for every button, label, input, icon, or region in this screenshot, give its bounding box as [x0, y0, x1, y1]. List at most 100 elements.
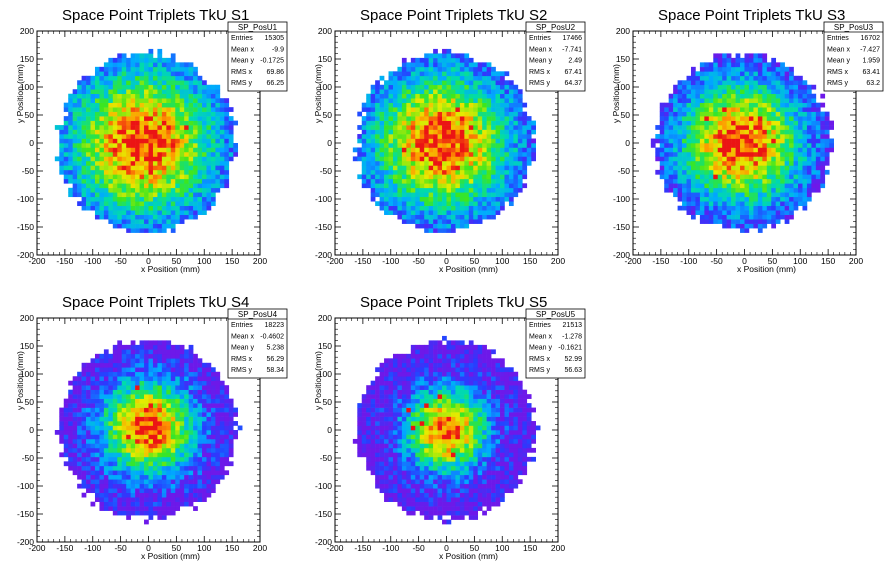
- heatmap-bin: [717, 160, 723, 166]
- heatmap-bin: [126, 367, 131, 373]
- heatmap-bin: [459, 89, 465, 95]
- heatmap-bin: [793, 134, 799, 139]
- heatmap-bin: [179, 156, 185, 162]
- heatmap-bin: [130, 223, 136, 229]
- heatmap-bin: [117, 456, 123, 462]
- heatmap-bin: [780, 107, 785, 112]
- heatmap-bin: [708, 214, 714, 220]
- heatmap-bin: [206, 98, 212, 103]
- heatmap-bin: [762, 98, 768, 103]
- x-tick-label: 100: [197, 256, 211, 266]
- heatmap-bin: [139, 71, 145, 77]
- heatmap-bin: [112, 125, 118, 130]
- heatmap-bin: [686, 102, 692, 108]
- heatmap-bin: [766, 214, 772, 220]
- heatmap-bin: [166, 120, 172, 126]
- heatmap-bin: [197, 205, 203, 211]
- heatmap-bin: [735, 134, 741, 139]
- heatmap-bin: [450, 57, 456, 63]
- heatmap-bin: [410, 111, 416, 117]
- heatmap-bin: [103, 421, 109, 426]
- heatmap-bin: [699, 178, 705, 184]
- heatmap-bin: [94, 66, 100, 72]
- heatmap-bin: [206, 143, 212, 148]
- heatmap-bin: [130, 488, 136, 494]
- heatmap-bin: [130, 156, 136, 162]
- heatmap-bin: [726, 192, 732, 198]
- heatmap-bin: [766, 210, 772, 215]
- heatmap-bin: [655, 169, 661, 175]
- heatmap-bin: [63, 452, 69, 458]
- heatmap-bin: [126, 470, 131, 476]
- heatmap-bin: [522, 116, 528, 121]
- heatmap-bin: [166, 210, 172, 215]
- heatmap-bin: [90, 421, 96, 426]
- heatmap-bin: [806, 134, 812, 139]
- heatmap-bin: [744, 147, 750, 153]
- heatmap-bin: [117, 425, 123, 431]
- heatmap-bin: [753, 151, 759, 157]
- heatmap-bin: [81, 465, 87, 471]
- heatmap-bin: [179, 107, 185, 112]
- heatmap-bin: [99, 93, 105, 99]
- heatmap-bin: [126, 380, 131, 386]
- heatmap-bin: [500, 205, 505, 211]
- heatmap-bin: [361, 107, 367, 112]
- heatmap-bin: [517, 107, 523, 112]
- heatmap-bin: [170, 75, 176, 81]
- heatmap-bin: [90, 447, 96, 453]
- heatmap-bin: [86, 434, 91, 440]
- heatmap-bin: [682, 120, 687, 126]
- heatmap-bin: [152, 156, 158, 162]
- heatmap-bin: [63, 461, 69, 467]
- heatmap-bin: [188, 120, 194, 126]
- heatmap-bin: [375, 178, 380, 184]
- heatmap-bin: [442, 205, 447, 211]
- heatmap-bin: [762, 116, 768, 121]
- heatmap-bin: [388, 129, 394, 135]
- heatmap-bin: [419, 178, 425, 184]
- heatmap-bin: [206, 89, 212, 95]
- heatmap-bin: [81, 129, 87, 135]
- heatmap-bin: [210, 165, 216, 171]
- heatmap-bin: [744, 174, 750, 180]
- heatmap-bin: [77, 416, 82, 422]
- heatmap-bin: [410, 143, 416, 148]
- heatmap-bin: [157, 143, 163, 148]
- heatmap-bin: [722, 98, 727, 103]
- heatmap-bin: [384, 156, 389, 162]
- heatmap-bin: [508, 125, 514, 130]
- heatmap-bin: [392, 210, 398, 215]
- heatmap-bin: [677, 111, 683, 117]
- heatmap-bin: [148, 125, 154, 130]
- heatmap-bin: [170, 143, 176, 148]
- heatmap-bin: [86, 98, 91, 103]
- heatmap-bin: [802, 165, 808, 171]
- heatmap-bin: [464, 178, 470, 184]
- heatmap-bin: [384, 98, 389, 103]
- heatmap-bin: [668, 174, 674, 180]
- heatmap-bin: [424, 71, 429, 77]
- heatmap-bin: [500, 178, 505, 184]
- heatmap-bin: [766, 183, 772, 189]
- heatmap-bin: [717, 71, 723, 77]
- heatmap-bin: [780, 129, 785, 135]
- heatmap-bin: [473, 125, 479, 130]
- heatmap-bin: [668, 156, 674, 162]
- heatmap-bin: [748, 192, 754, 198]
- heatmap-bin: [744, 102, 750, 108]
- heatmap-bin: [184, 183, 189, 189]
- heatmap-bin: [753, 187, 759, 193]
- heatmap-bin: [500, 160, 505, 166]
- heatmap-bin: [130, 138, 136, 144]
- stats-label: Mean x: [231, 46, 254, 53]
- heatmap-bin: [94, 452, 100, 458]
- heatmap-bin: [103, 434, 109, 440]
- heatmap-bin: [130, 151, 136, 157]
- heatmap-bin: [433, 62, 438, 68]
- heatmap-bin: [664, 147, 669, 153]
- heatmap-bin: [699, 129, 705, 135]
- heatmap-bin: [161, 89, 167, 95]
- heatmap-bin: [820, 147, 826, 153]
- heatmap-bin: [72, 434, 78, 440]
